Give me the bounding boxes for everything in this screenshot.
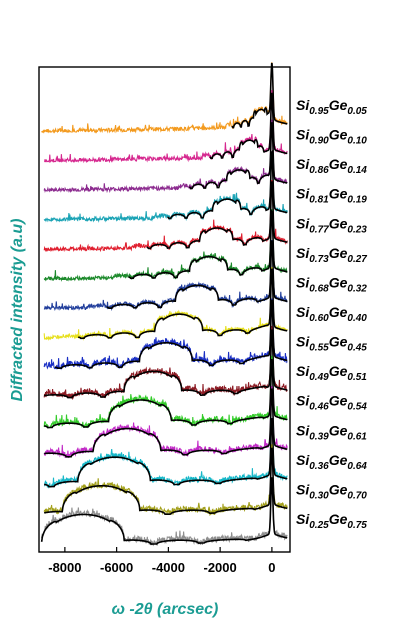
series-fit-line bbox=[44, 388, 288, 458]
series-label: Si0.81Ge0.19 bbox=[296, 186, 367, 206]
series-fit-line bbox=[231, 62, 288, 129]
series-fit-line bbox=[146, 181, 288, 250]
series-data-line bbox=[44, 90, 288, 164]
plot-frame bbox=[38, 66, 291, 553]
series-data-line bbox=[43, 209, 288, 282]
series-fit-line bbox=[43, 447, 288, 515]
series-labels-group: Si0.95Ge0.05 Si0.90Ge0.10 Si0.86Ge0.14 Si0.… bbox=[296, 97, 367, 531]
series-fit-line bbox=[54, 299, 288, 369]
series-fit-line bbox=[209, 92, 288, 160]
x-tick-label: 0 bbox=[268, 560, 275, 575]
series-fit-line bbox=[43, 417, 288, 488]
series-label: Si0.86Ge0.14 bbox=[296, 156, 367, 176]
series-label: Si0.60Ge0.40 bbox=[296, 304, 367, 324]
y-axis-label: Diffracted intensity (a.u) bbox=[9, 219, 26, 402]
series-label: Si0.73Ge0.27 bbox=[296, 245, 367, 265]
x-tick-label: -4000 bbox=[152, 560, 185, 575]
series-label: Si0.77Ge0.23 bbox=[296, 215, 367, 235]
series-data-line bbox=[44, 417, 288, 489]
x-ticks-group: -8000 -6000 -4000 -2000 0 bbox=[48, 547, 276, 575]
series-data-line bbox=[43, 152, 288, 223]
x-axis-label: ω -2θ (arcsec) bbox=[112, 601, 219, 618]
series-fit-line bbox=[188, 122, 288, 190]
series-data-line bbox=[43, 355, 288, 429]
series-fit-line bbox=[128, 209, 288, 280]
series-label: Si0.95Ge0.05 bbox=[296, 97, 367, 117]
series-label: Si0.55Ge0.45 bbox=[296, 334, 367, 354]
series-fit-line bbox=[77, 268, 288, 340]
series-data-line bbox=[43, 444, 288, 517]
series-label: Si0.36Ge0.64 bbox=[296, 452, 367, 472]
series-label: Si0.30Ge0.70 bbox=[296, 481, 367, 501]
series-data-line bbox=[43, 240, 288, 312]
series-label: Si0.90Ge0.10 bbox=[296, 127, 367, 147]
series-fit-line bbox=[106, 240, 288, 309]
x-tick-label: -8000 bbox=[48, 560, 81, 575]
x-tick-label: -6000 bbox=[100, 560, 133, 575]
series-label: Si0.25Ge0.75 bbox=[296, 511, 367, 531]
traces-group bbox=[40, 62, 288, 547]
series-fit-line bbox=[167, 149, 288, 220]
series-label: Si0.39Ge0.61 bbox=[296, 422, 367, 442]
series-fit-line bbox=[43, 358, 288, 429]
series-label: Si0.49Ge0.51 bbox=[296, 363, 367, 383]
series-fit-line bbox=[43, 329, 288, 399]
series-label: Si0.46Ge0.54 bbox=[296, 393, 367, 413]
series-data-line bbox=[43, 298, 288, 371]
x-tick-label: -2000 bbox=[204, 560, 237, 575]
series-data-line bbox=[41, 476, 288, 547]
series-label: Si0.68Ge0.32 bbox=[296, 274, 367, 294]
series-data-line bbox=[43, 386, 288, 459]
series-fit-line bbox=[40, 477, 288, 545]
